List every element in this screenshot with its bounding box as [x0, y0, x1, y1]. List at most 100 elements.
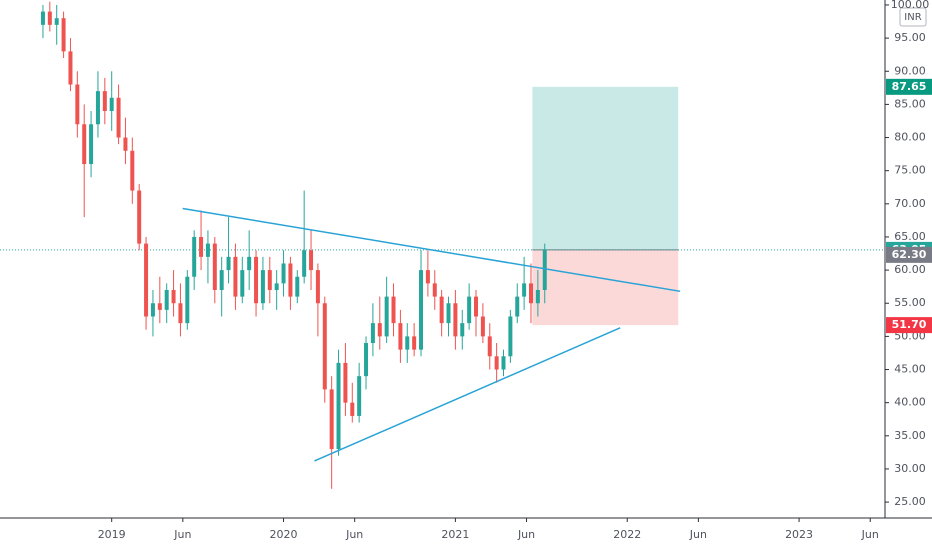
candle-body: [102, 91, 107, 112]
candle-body: [171, 289, 176, 304]
y-tick-label: 35.00: [894, 429, 926, 442]
candle-body: [40, 11, 45, 25]
y-tick-label: 100.00: [891, 0, 930, 11]
candle-body: [412, 336, 417, 350]
x-tick-label: 2021: [441, 528, 469, 541]
candle-body: [302, 250, 307, 277]
candle-body: [405, 336, 410, 350]
candle-body: [192, 236, 197, 277]
price-label: 51.70: [892, 318, 927, 331]
x-tick-label: Jun: [517, 528, 535, 541]
candle-body: [233, 256, 238, 297]
candle-body: [226, 256, 231, 271]
candle-body: [288, 263, 293, 297]
candle-body: [315, 270, 320, 304]
candle-body: [75, 84, 80, 125]
x-tick-label: Jun: [173, 528, 191, 541]
y-tick-label: 75.00: [894, 164, 926, 177]
y-tick-label: 40.00: [894, 396, 926, 409]
candle-body: [329, 389, 334, 450]
y-tick-label: 25.00: [894, 495, 926, 508]
candle-body: [295, 276, 300, 297]
x-tick-label: Jun: [345, 528, 363, 541]
y-tick-label: 90.00: [894, 64, 926, 77]
candle-body: [542, 249, 547, 290]
candle-body: [432, 283, 437, 297]
candle-body: [254, 256, 259, 304]
x-tick-label: Jun: [689, 528, 707, 541]
candle-body: [508, 316, 513, 357]
price-label-box: [886, 246, 932, 263]
candle-body: [212, 243, 217, 290]
candle-body: [529, 283, 533, 304]
candle-body: [439, 296, 444, 324]
candle-body: [391, 296, 396, 324]
candle-body: [130, 150, 135, 191]
y-tick-label: 85.00: [894, 97, 926, 110]
candle-body: [219, 270, 224, 290]
candle-body: [474, 296, 479, 317]
candle-body: [61, 18, 66, 52]
candle-body: [487, 336, 492, 357]
candle-body: [515, 296, 520, 317]
candle-body: [522, 283, 527, 297]
y-tick-label: 60.00: [894, 263, 926, 276]
candle-body: [116, 97, 121, 138]
candle-body: [419, 270, 424, 350]
candle-body: [281, 263, 286, 284]
x-tick-label: 2023: [785, 528, 813, 541]
candle-body: [47, 11, 52, 25]
candle-body: [150, 303, 155, 317]
candle-body: [398, 323, 403, 350]
candle-body: [377, 323, 382, 337]
candle-body: [343, 362, 348, 403]
candle-body: [535, 289, 540, 304]
price-label: 62.30: [892, 248, 927, 261]
candle-body: [199, 236, 204, 257]
candle-body: [82, 124, 87, 165]
candle-body: [350, 402, 355, 416]
candle-body: [144, 243, 149, 317]
y-tick-label: 55.00: [894, 296, 926, 309]
candle-body: [460, 323, 465, 337]
candle-body: [89, 124, 94, 165]
candle-body: [68, 51, 73, 85]
plot-area: [0, 1, 885, 489]
candle-body: [309, 250, 314, 271]
candle-body: [274, 283, 279, 290]
candle-body: [267, 270, 272, 290]
y-tick-label: 70.00: [894, 197, 926, 210]
candle-body: [501, 356, 506, 370]
price-label: 87.65: [892, 80, 927, 93]
y-tick-label: 30.00: [894, 462, 926, 475]
candle-body: [205, 243, 210, 257]
currency-badge: [899, 7, 927, 27]
candle-body: [260, 270, 265, 304]
candle-body: [185, 276, 190, 324]
x-tick-label: 2020: [270, 528, 298, 541]
price-label-box: [886, 78, 932, 95]
candle-body: [247, 256, 252, 271]
candle-body: [370, 323, 375, 344]
position-profit-zone: [532, 86, 679, 250]
y-tick-label: 80.00: [894, 131, 926, 144]
candle-body: [178, 303, 183, 324]
candle-body: [425, 270, 430, 284]
candle-body: [137, 190, 142, 244]
candle-body: [123, 137, 128, 151]
y-tick-label: 45.00: [894, 363, 926, 376]
candle-body: [54, 18, 59, 25]
candle-body: [446, 303, 451, 324]
y-tick-label: 65.00: [894, 230, 926, 243]
x-tick-label: Jun: [861, 528, 879, 541]
candle-body: [109, 97, 114, 112]
candle-body: [384, 296, 389, 337]
candle-body: [336, 362, 341, 450]
candle-body: [480, 316, 485, 337]
candle-body: [364, 343, 369, 377]
x-tick-label: 2019: [98, 528, 126, 541]
currency: INR: [904, 12, 921, 23]
candle-body: [467, 296, 472, 324]
candle-body: [164, 289, 169, 310]
